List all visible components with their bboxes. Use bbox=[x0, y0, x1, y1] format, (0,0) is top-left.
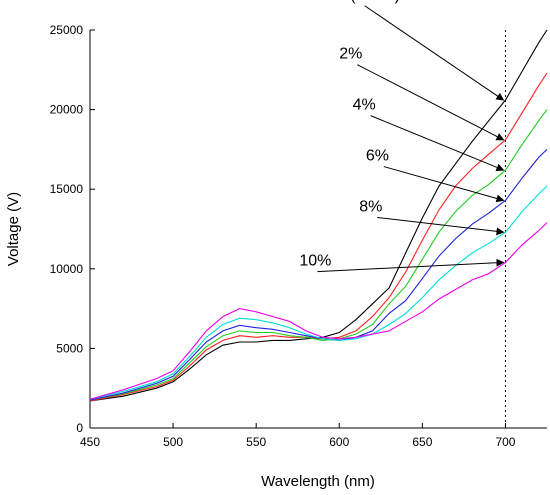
x-axis-title: Wavelength (nm) bbox=[261, 473, 375, 490]
y-tick-label: 5000 bbox=[56, 341, 83, 355]
ticks-layer: 450 500 550 600 650 700 0 5000 10000 15000 20000 25… bbox=[50, 23, 516, 449]
annotation-arrow-1 bbox=[357, 64, 505, 141]
annotation-arrow-2 bbox=[370, 115, 505, 172]
series-line-0 bbox=[89, 29, 548, 402]
x-tick-label: 650 bbox=[412, 435, 432, 449]
series-line-4 bbox=[89, 185, 548, 400]
annotation-arrow-0 bbox=[364, 5, 505, 101]
x-tick-label: 700 bbox=[495, 435, 515, 449]
annotation-label-2: 4% bbox=[353, 97, 376, 114]
annotation-layer: 0% (water) 2% 4% 6% 8% 10% bbox=[299, 0, 505, 273]
annotation-label-4: 8% bbox=[359, 198, 382, 215]
y-axis-title: Voltage (V) bbox=[5, 192, 22, 266]
series-line-1 bbox=[89, 72, 548, 402]
x-tick-label: 500 bbox=[163, 435, 183, 449]
y-tick-label: 20000 bbox=[50, 103, 84, 117]
annotation-arrow-5 bbox=[317, 258, 505, 273]
annotation-label-5: 10% bbox=[299, 253, 331, 270]
series-layer bbox=[89, 29, 548, 402]
y-tick-label: 25000 bbox=[50, 23, 84, 37]
annotation-arrow-4 bbox=[377, 216, 505, 236]
x-tick-label: 550 bbox=[246, 435, 266, 449]
y-tick-label: 0 bbox=[76, 421, 83, 435]
y-tick-label: 15000 bbox=[50, 182, 84, 196]
annotation-label-1: 2% bbox=[339, 46, 362, 63]
x-tick-label: 600 bbox=[329, 435, 349, 449]
plot-area: 450 500 550 600 650 700 0 5000 10000 15000 20000 25… bbox=[50, 0, 548, 449]
x-tick-label: 450 bbox=[80, 435, 100, 449]
annotation-label-0: 0% (water) bbox=[323, 0, 400, 4]
series-line-5 bbox=[89, 222, 548, 400]
annotation-arrow-3 bbox=[383, 166, 505, 203]
y-tick-label: 10000 bbox=[50, 262, 84, 276]
annotation-label-3: 6% bbox=[366, 148, 389, 165]
series-line-3 bbox=[89, 149, 548, 401]
